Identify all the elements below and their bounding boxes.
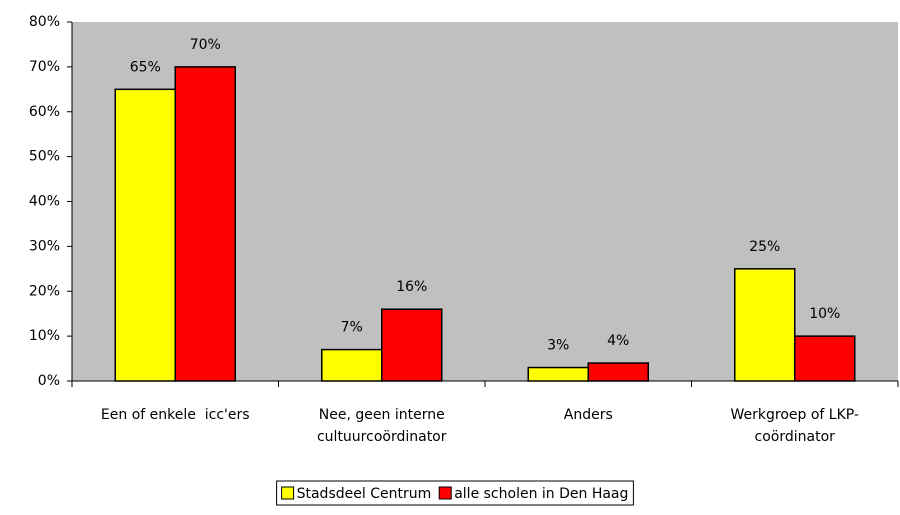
bar bbox=[174, 66, 236, 382]
bar bbox=[114, 88, 176, 382]
x-tick-label-line: Een of enkele icc'ers bbox=[101, 407, 250, 423]
x-tick-label-line: coördinator bbox=[755, 429, 836, 445]
data-label: 16% bbox=[396, 279, 427, 295]
x-tick-label-line: Nee, geen interne bbox=[319, 407, 445, 423]
y-tick-label: 80% bbox=[29, 14, 60, 30]
legend-label: alle scholen in Den Haag bbox=[454, 486, 628, 502]
legend-swatch bbox=[281, 486, 295, 500]
x-tick-label-line: cultuurcoördinator bbox=[317, 429, 447, 445]
legend: Stadsdeel Centrum alle scholen in Den Haa… bbox=[276, 480, 634, 506]
bar bbox=[321, 348, 383, 382]
legend-label: Stadsdeel Centrum bbox=[297, 486, 432, 502]
y-tick-label: 30% bbox=[29, 238, 60, 254]
y-tick-label: 0% bbox=[38, 373, 60, 389]
data-label: 7% bbox=[341, 320, 363, 336]
y-tick-label: 50% bbox=[29, 149, 60, 165]
y-tick-label: 60% bbox=[29, 104, 60, 120]
bar bbox=[734, 268, 796, 382]
data-label: 3% bbox=[547, 338, 569, 354]
data-label: 10% bbox=[809, 306, 840, 322]
y-tick-label: 70% bbox=[29, 59, 60, 75]
data-label: 70% bbox=[190, 37, 221, 53]
legend-swatch bbox=[438, 486, 452, 500]
bar bbox=[794, 335, 856, 382]
y-tick-label: 40% bbox=[29, 194, 60, 210]
data-label: 25% bbox=[749, 239, 780, 255]
y-tick-label: 20% bbox=[29, 283, 60, 299]
bar bbox=[527, 366, 589, 382]
bar bbox=[381, 308, 443, 382]
legend-box bbox=[276, 480, 634, 506]
bar bbox=[587, 362, 649, 382]
x-tick-label-line: Werkgroep of LKP- bbox=[731, 407, 859, 423]
x-tick-label: Anders bbox=[564, 407, 613, 423]
data-label: 65% bbox=[130, 59, 161, 75]
x-tick-label: Een of enkele icc'ers bbox=[101, 407, 250, 423]
x-tick-label: Werkgroep of LKP-coördinator bbox=[731, 407, 859, 445]
x-tick-label-line: Anders bbox=[564, 407, 613, 423]
x-tick-label: Nee, geen interne cultuurcoördinator bbox=[317, 407, 447, 445]
y-tick-label: 10% bbox=[29, 328, 60, 344]
data-label: 4% bbox=[607, 333, 629, 349]
